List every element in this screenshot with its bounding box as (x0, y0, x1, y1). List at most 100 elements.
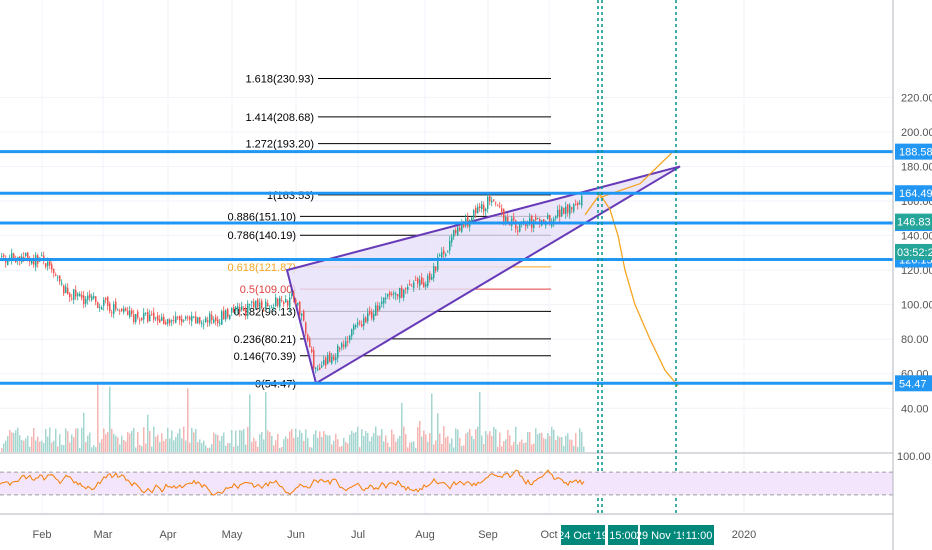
volume-bar (457, 429, 459, 452)
level-badge-label: 164.49 (899, 188, 932, 200)
volume-bar (391, 429, 393, 452)
fib-level-label: 1.618(230.93) (246, 73, 315, 85)
volume-bar (425, 434, 427, 452)
candle-body (363, 317, 365, 326)
candle-body (481, 203, 483, 210)
candle-body (539, 219, 541, 224)
candle-body (517, 230, 519, 232)
volume-bar (227, 443, 229, 452)
volume-bar (19, 435, 21, 452)
rising-wedge[interactable] (285, 165, 681, 385)
volume-bar (93, 445, 95, 452)
candle-body (149, 314, 151, 322)
candle-body (125, 308, 127, 311)
volume-bar (583, 446, 585, 452)
volume-bar (341, 445, 343, 452)
date-badge (640, 525, 684, 545)
vertical-date-lines[interactable] (597, 0, 677, 514)
candle-body (129, 310, 131, 317)
candle-body (165, 322, 167, 325)
fib-level-label: 1.272(193.20) (246, 139, 315, 151)
candle-body (401, 287, 403, 298)
volume-bar (149, 430, 151, 452)
candle-body (343, 344, 345, 347)
candle-body (581, 195, 583, 206)
volume-bar (555, 440, 557, 452)
axis-tick-label: 220.00 (901, 92, 932, 104)
candle-body (515, 220, 517, 229)
volume-bar (469, 429, 471, 452)
volume-bar (451, 438, 453, 452)
candle-body (447, 251, 449, 253)
projection-down-path[interactable] (584, 192, 679, 387)
volume-bar (217, 434, 219, 452)
candle-body (435, 266, 437, 271)
candle-body (467, 216, 469, 227)
candle-body (479, 206, 481, 209)
volume-bar (569, 439, 571, 452)
candle-body (183, 319, 185, 321)
volume-bar (57, 446, 59, 452)
volume-bar (181, 438, 183, 452)
candle-body (317, 368, 319, 370)
candle-body (25, 252, 27, 257)
volume-bar (189, 442, 191, 452)
volume-bar (495, 429, 497, 452)
candle-body (163, 316, 165, 325)
volume-bar (295, 428, 297, 452)
volume-bar (147, 414, 149, 452)
time-axis[interactable]: Feb Mar Apr May Jun Jul Aug Sep Oct 2020 24 Oct '1… (33, 525, 757, 545)
volume-bar (485, 431, 487, 452)
volume-bar (261, 431, 263, 452)
volume-bar (43, 442, 45, 452)
volume-bar (37, 436, 39, 452)
volume-bar (319, 431, 321, 452)
candle-body (579, 203, 581, 204)
volume-bar (369, 441, 371, 452)
volume-bar (385, 435, 387, 452)
candle-body (493, 199, 495, 201)
volume-bar (541, 432, 543, 452)
volume-bar (273, 445, 275, 452)
level-badge (895, 185, 932, 202)
volume-bar (515, 426, 517, 452)
volume-bar (417, 427, 419, 452)
candle-body (131, 310, 133, 315)
volume-bar (11, 432, 13, 452)
wedge-shape[interactable] (285, 165, 681, 385)
volume-bar (537, 434, 539, 452)
candle-body (527, 225, 529, 227)
volume-bar (281, 447, 283, 452)
volume-bar (409, 442, 411, 452)
candle-body (271, 306, 273, 308)
volume-bar (131, 430, 133, 452)
candle-body (323, 360, 325, 365)
volume-bar (115, 435, 117, 452)
candle-body (529, 217, 531, 225)
candle-body (73, 289, 75, 300)
volume-bar (271, 436, 273, 452)
volume-bar (579, 428, 581, 452)
volume-bar (103, 428, 105, 452)
volume-bar (375, 426, 377, 452)
candle-body (281, 300, 283, 301)
date-badge-label: 29 Nov '19 (636, 530, 688, 542)
candle-body (437, 257, 439, 270)
candle-body (109, 303, 111, 312)
volume-bar (105, 434, 107, 452)
volume-bar (433, 444, 435, 452)
candle-body (99, 307, 101, 308)
candle-body (485, 208, 487, 211)
volume-bar (183, 426, 185, 452)
candle-body (303, 311, 305, 321)
price-axis[interactable]: 146.8303:52:2040.0060.0080.00100.00120.0… (892, 0, 932, 550)
candle-body (459, 227, 461, 231)
volume-bar (313, 434, 315, 452)
volume-bar (117, 437, 119, 452)
time-tick-label: May (222, 529, 243, 541)
candle-body (463, 223, 465, 227)
candle-body (473, 210, 475, 218)
volume-bar (455, 428, 457, 452)
volume-bar (317, 437, 319, 452)
